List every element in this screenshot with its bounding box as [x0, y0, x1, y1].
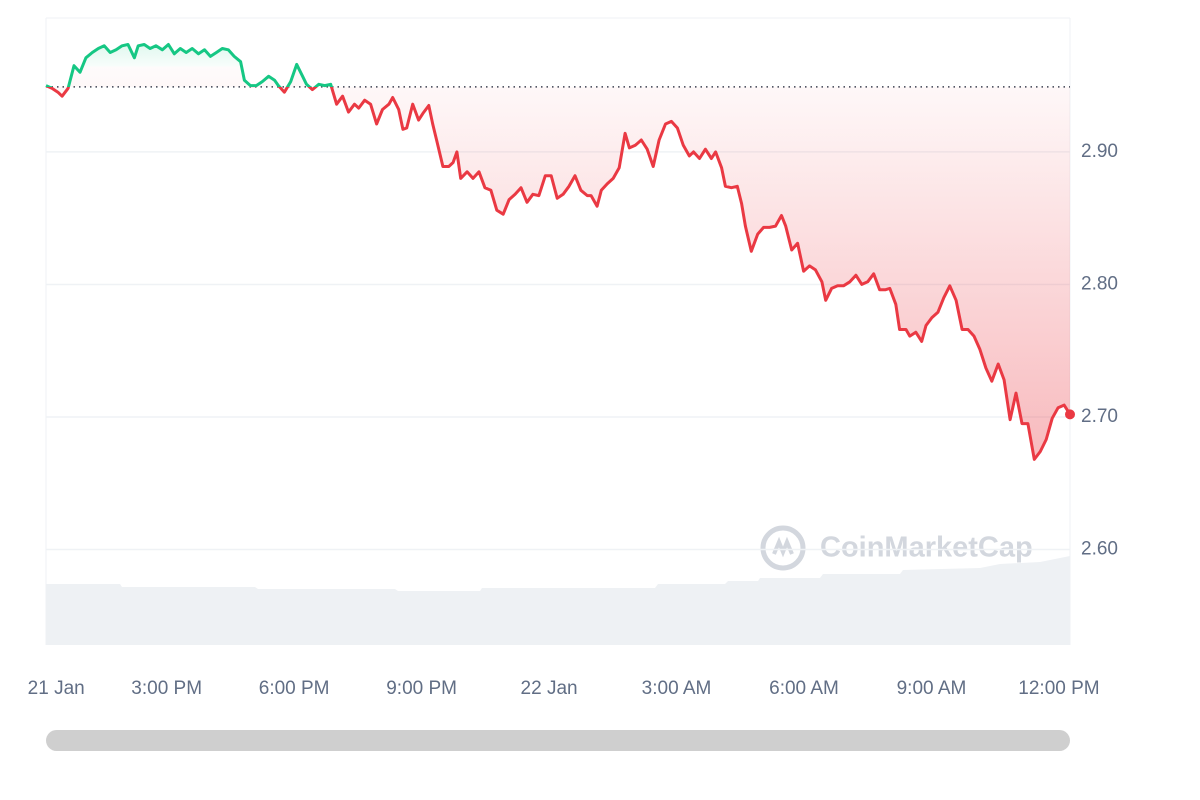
- scrollbar[interactable]: [46, 730, 1070, 751]
- x-tick-label: 6:00 PM: [259, 678, 330, 699]
- y-tick-label: 2.70: [1081, 406, 1118, 427]
- x-tick-label: 3:00 AM: [642, 678, 712, 699]
- y-tick-label: 2.60: [1081, 539, 1118, 560]
- watermark: CoinMarketCap: [820, 532, 1033, 564]
- volume-area: [46, 556, 1070, 645]
- price-area: [46, 44, 1070, 460]
- x-tick-label: 21 Jan: [28, 678, 85, 699]
- x-tick-label: 9:00 AM: [897, 678, 967, 699]
- y-tick-label: 2.80: [1081, 273, 1118, 294]
- x-tick-label: 3:00 PM: [131, 678, 202, 699]
- price-line: [45, 43, 1072, 461]
- x-tick-label: 12:00 PM: [1018, 678, 1099, 699]
- x-tick-label: 6:00 AM: [769, 678, 839, 699]
- watermark-logo: [760, 525, 806, 571]
- y-tick-label: 2.90: [1081, 141, 1118, 162]
- last-point: [1065, 409, 1075, 420]
- x-tick-label: 22 Jan: [521, 678, 578, 699]
- x-tick-label: 9:00 PM: [386, 678, 457, 699]
